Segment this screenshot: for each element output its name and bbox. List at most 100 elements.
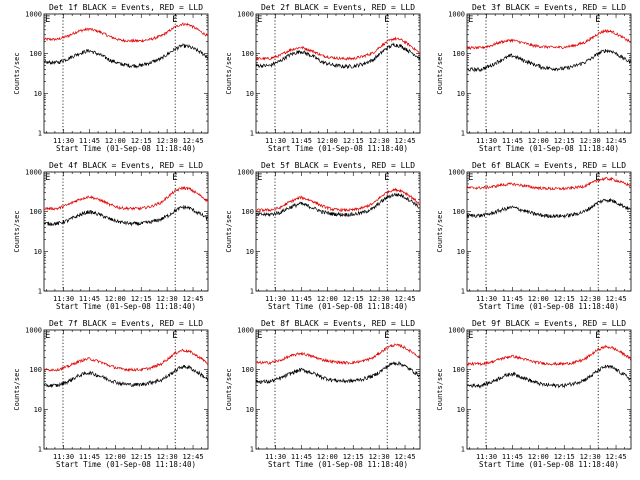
y-tick-label: 100 bbox=[241, 366, 254, 374]
x-tick-label: 12:30 bbox=[157, 295, 178, 303]
x-axis-label: Start Time (01-Sep-08 11:18:40) bbox=[56, 144, 196, 153]
x-tick-label: 11:45 bbox=[79, 453, 100, 461]
x-tick-label: 12:30 bbox=[369, 453, 390, 461]
x-tick-label: 11:45 bbox=[291, 453, 312, 461]
plot-frame bbox=[43, 13, 209, 134]
event-marker-label: E bbox=[468, 15, 473, 25]
y-tick-label: 100 bbox=[29, 366, 42, 374]
y-tick-label: 1000 bbox=[448, 327, 465, 335]
x-tick-label: 11:30 bbox=[53, 137, 74, 145]
event-marker-label: E bbox=[257, 173, 262, 183]
y-axis-label: Counts/sec bbox=[225, 210, 233, 252]
x-tick-label: 11:45 bbox=[79, 295, 100, 303]
y-tick-label: 10 bbox=[457, 406, 465, 414]
x-tick-label: 11:30 bbox=[265, 137, 286, 145]
y-tick-label: 10 bbox=[246, 90, 254, 98]
x-tick-label: 12:45 bbox=[605, 295, 626, 303]
plot-frame bbox=[466, 13, 632, 134]
y-axis-label: Counts/sec bbox=[436, 368, 444, 410]
x-tick-label: 12:00 bbox=[105, 453, 126, 461]
event-marker-label: E bbox=[172, 331, 177, 341]
x-axis-label: Start Time (01-Sep-08 11:18:40) bbox=[268, 460, 408, 469]
event-marker-label: E bbox=[384, 173, 389, 183]
x-tick-label: 11:30 bbox=[265, 453, 286, 461]
x-tick-label: 12:45 bbox=[182, 453, 203, 461]
plot-frame bbox=[466, 171, 632, 292]
x-tick-label: 12:30 bbox=[369, 295, 390, 303]
x-tick-label: 12:00 bbox=[105, 137, 126, 145]
panel-3: Det 3f BLACK = Events, RED = LLD 1 10 100 10… bbox=[436, 3, 632, 153]
x-tick-label: 11:45 bbox=[502, 295, 523, 303]
panel-9: Det 9f BLACK = Events, RED = LLD 1 10 100 10… bbox=[436, 319, 632, 469]
event-marker-label: E bbox=[595, 15, 600, 25]
panel-2: Det 2f BLACK = Events, RED = LLD 1 10 100 10… bbox=[225, 3, 421, 153]
plot-frame bbox=[255, 171, 421, 292]
lld-series-line bbox=[255, 187, 421, 213]
lld-series-line bbox=[255, 343, 421, 366]
y-tick-label: 100 bbox=[452, 208, 465, 216]
y-tick-label: 1 bbox=[461, 130, 465, 138]
panel-title: Det 5f BLACK = Events, RED = LLD bbox=[261, 161, 415, 170]
x-tick-label: 11:30 bbox=[476, 137, 497, 145]
plot-frame bbox=[466, 329, 632, 450]
y-tick-label: 100 bbox=[452, 366, 465, 374]
x-tick-label: 12:00 bbox=[528, 295, 549, 303]
x-tick-label: 11:45 bbox=[502, 137, 523, 145]
y-tick-label: 10 bbox=[246, 248, 254, 256]
x-axis-label: Start Time (01-Sep-08 11:18:40) bbox=[268, 302, 408, 311]
y-tick-label: 1 bbox=[250, 446, 254, 454]
panel-title: Det 9f BLACK = Events, RED = LLD bbox=[472, 319, 626, 328]
panel-6: Det 6f BLACK = Events, RED = LLD 1 10 100 10… bbox=[436, 161, 632, 311]
events-series-line bbox=[43, 204, 209, 227]
panel-4: Det 4f BLACK = Events, RED = LLD 1 10 100 10… bbox=[13, 161, 209, 311]
x-tick-label: 12:30 bbox=[157, 453, 178, 461]
x-tick-label: 12:15 bbox=[554, 137, 575, 145]
plot-frame bbox=[43, 329, 209, 450]
panel-1: Det 1f BLACK = Events, RED = LLD 1 10 100 10… bbox=[13, 3, 209, 153]
event-marker-label: E bbox=[384, 15, 389, 25]
event-marker-label: E bbox=[45, 331, 50, 341]
y-tick-label: 10 bbox=[457, 90, 465, 98]
x-tick-label: 11:30 bbox=[53, 453, 74, 461]
y-tick-label: 1 bbox=[38, 288, 42, 296]
y-tick-label: 10 bbox=[34, 90, 42, 98]
lld-series-line bbox=[43, 22, 209, 43]
x-tick-label: 12:30 bbox=[580, 295, 601, 303]
x-tick-label: 12:30 bbox=[580, 453, 601, 461]
panel-title: Det 2f BLACK = Events, RED = LLD bbox=[261, 3, 415, 12]
panel-title: Det 7f BLACK = Events, RED = LLD bbox=[49, 319, 203, 328]
panel-title: Det 1f BLACK = Events, RED = LLD bbox=[49, 3, 203, 12]
y-tick-label: 1000 bbox=[25, 169, 42, 177]
y-tick-label: 1 bbox=[38, 446, 42, 454]
y-tick-label: 10 bbox=[34, 406, 42, 414]
x-tick-label: 12:15 bbox=[343, 137, 364, 145]
x-tick-label: 12:00 bbox=[528, 137, 549, 145]
x-tick-label: 12:00 bbox=[528, 453, 549, 461]
y-axis-label: Counts/sec bbox=[13, 52, 21, 94]
x-axis-label: Start Time (01-Sep-08 11:18:40) bbox=[479, 460, 619, 469]
events-series-line bbox=[43, 364, 209, 388]
y-tick-label: 1000 bbox=[237, 169, 254, 177]
panel-title: Det 8f BLACK = Events, RED = LLD bbox=[261, 319, 415, 328]
panel-title: Det 3f BLACK = Events, RED = LLD bbox=[472, 3, 626, 12]
y-tick-label: 1 bbox=[250, 288, 254, 296]
x-tick-label: 12:15 bbox=[554, 453, 575, 461]
y-tick-label: 1000 bbox=[25, 327, 42, 335]
x-tick-label: 12:45 bbox=[394, 137, 415, 145]
x-tick-label: 12:45 bbox=[182, 137, 203, 145]
x-axis-label: Start Time (01-Sep-08 11:18:40) bbox=[56, 302, 196, 311]
x-tick-label: 12:15 bbox=[343, 453, 364, 461]
x-tick-label: 12:15 bbox=[131, 453, 152, 461]
x-tick-label: 12:45 bbox=[605, 453, 626, 461]
lld-series-line bbox=[466, 176, 632, 191]
plot-frame bbox=[255, 13, 421, 134]
x-tick-label: 12:30 bbox=[369, 137, 390, 145]
y-tick-label: 10 bbox=[34, 248, 42, 256]
plot-frame bbox=[255, 329, 421, 450]
panel-8: Det 8f BLACK = Events, RED = LLD 1 10 100 10… bbox=[225, 319, 421, 469]
x-tick-label: 12:45 bbox=[182, 295, 203, 303]
y-axis-label: Counts/sec bbox=[225, 52, 233, 94]
panel-5: Det 5f BLACK = Events, RED = LLD 1 10 100 10… bbox=[225, 161, 421, 311]
event-marker-label: E bbox=[257, 331, 262, 341]
